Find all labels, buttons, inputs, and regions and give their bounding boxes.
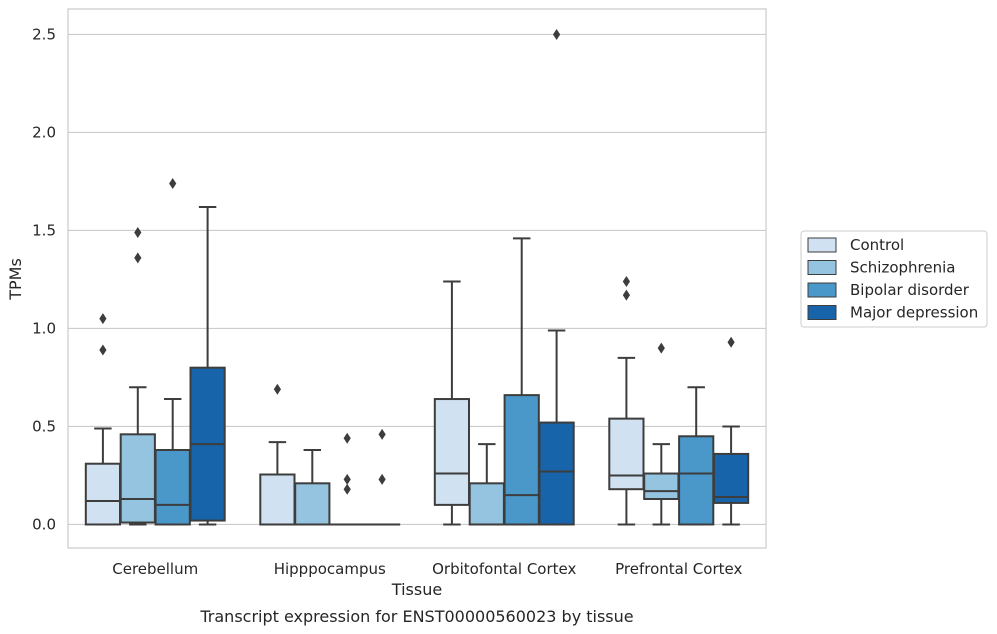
plot-frame xyxy=(67,8,767,549)
box-group xyxy=(538,28,575,526)
x-tick-label: Cerebellum xyxy=(112,560,198,578)
outlier-point xyxy=(343,483,351,495)
x-axis-label: Tissue xyxy=(391,580,442,599)
box-group xyxy=(259,383,296,526)
outlier-point xyxy=(622,275,630,287)
box xyxy=(468,482,505,526)
outlier-point xyxy=(99,344,107,356)
x-tick-label: Prefrontal Cortex xyxy=(615,560,742,578)
box xyxy=(119,433,156,524)
box-group xyxy=(119,226,156,526)
box xyxy=(294,482,331,526)
box-group xyxy=(468,443,505,526)
y-axis-label: TPMs xyxy=(6,258,25,301)
box xyxy=(154,449,191,526)
outlier-point xyxy=(99,313,107,325)
box-group xyxy=(294,449,331,526)
outlier-point xyxy=(134,252,142,264)
y-tick-label: 0.5 xyxy=(32,417,56,435)
legend-entry: Schizophrenia xyxy=(850,259,955,277)
outlier-point xyxy=(273,383,281,395)
legend-swatch xyxy=(807,260,837,275)
outlier-point xyxy=(378,473,386,485)
box xyxy=(433,398,471,506)
chart-caption: Transcript expression for ENST0000056002… xyxy=(199,607,633,626)
grid-lines xyxy=(68,33,766,526)
box xyxy=(503,394,540,526)
legend-swatch xyxy=(807,305,837,320)
box-group xyxy=(503,237,540,526)
x-tick-label: Orbitofontal Cortex xyxy=(432,560,576,578)
legend-entry: Major depression xyxy=(850,304,978,322)
y-tick-label: 0.0 xyxy=(32,515,56,533)
outlier-point xyxy=(343,432,351,444)
legend-entry: Bipolar disorder xyxy=(850,281,970,299)
box xyxy=(678,435,715,526)
box xyxy=(643,472,680,500)
box-plot-groups xyxy=(84,28,750,526)
outlier-point xyxy=(169,177,177,189)
x-axis-ticks: Cerebellum Hipppocampus Orbitofontal Corte… xyxy=(112,560,742,578)
box-group xyxy=(189,205,226,526)
box-group xyxy=(678,386,715,526)
box xyxy=(84,462,122,526)
box-group xyxy=(433,280,471,526)
box-group xyxy=(84,313,122,526)
y-tick-label: 2.5 xyxy=(32,25,56,43)
box-group xyxy=(643,342,680,526)
box-group xyxy=(154,177,191,526)
box xyxy=(538,421,575,526)
outlier-point xyxy=(553,28,561,40)
legend-entry: Control xyxy=(850,236,904,254)
y-tick-label: 2.0 xyxy=(32,123,56,141)
x-tick-label: Hipppocampus xyxy=(274,560,386,578)
box-group xyxy=(608,275,645,526)
legend-swatch xyxy=(807,282,837,298)
box xyxy=(259,473,296,526)
legend-swatch xyxy=(807,237,837,253)
outlier-point xyxy=(622,289,630,301)
box xyxy=(712,452,750,504)
outlier-point xyxy=(727,336,735,348)
legend-frame xyxy=(800,230,988,328)
outlier-point xyxy=(378,428,386,440)
legend: Control Schizophrenia Bipolar disorder Majo… xyxy=(800,230,988,328)
y-tick-label: 1.0 xyxy=(32,319,56,337)
outlier-point xyxy=(343,473,351,485)
y-tick-label: 1.5 xyxy=(32,221,56,239)
box xyxy=(608,417,645,491)
outlier-point xyxy=(657,342,665,354)
box-group xyxy=(329,432,366,526)
y-axis-ticks: 0.0 0.5 1.0 1.5 2.0 2.5 xyxy=(32,25,56,533)
outlier-point xyxy=(134,226,142,238)
box-group xyxy=(363,428,401,526)
box-group xyxy=(712,336,750,526)
